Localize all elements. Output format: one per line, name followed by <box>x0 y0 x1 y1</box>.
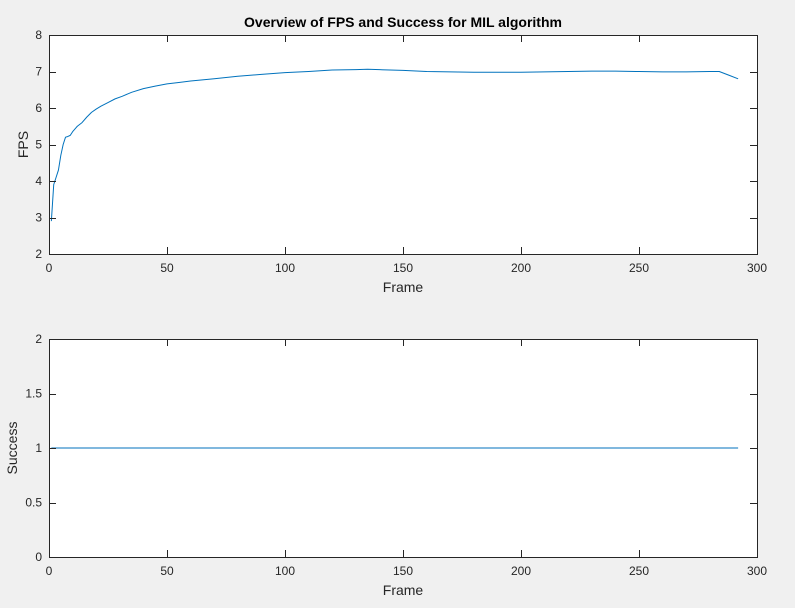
success-x-tick-label: 100 <box>275 564 295 578</box>
success-y-tick-label: 1 <box>35 441 42 455</box>
fps-y-tick-label: 5 <box>35 138 42 152</box>
fps-x-tick-label: 200 <box>511 261 531 275</box>
fps-y-tick-label: 8 <box>35 28 42 42</box>
fps-y-tick-label: 3 <box>35 211 42 225</box>
fps-series-line <box>50 68 739 222</box>
success-axes-box <box>49 339 758 558</box>
chart-title: Overview of FPS and Success for MIL algo… <box>244 14 562 30</box>
success-x-axis-label: Frame <box>383 582 424 598</box>
fps-axes: 0 50 100 150 200 250 300 2 3 4 5 6 7 8 Overview of FP… <box>15 14 767 295</box>
success-y-tick-label: 0.5 <box>25 496 42 510</box>
fps-y-tick-label: 2 <box>35 247 42 261</box>
success-y-axis-label: Success <box>4 422 20 475</box>
fps-x-tick-label: 300 <box>747 261 767 275</box>
success-y-tick-label: 0 <box>35 550 42 564</box>
success-x-tick-label: 150 <box>393 564 413 578</box>
fps-x-axis-label: Frame <box>383 279 424 295</box>
success-x-tick-label: 200 <box>511 564 531 578</box>
fps-ticks: 0 50 100 150 200 250 300 2 3 4 5 6 7 8 <box>35 28 767 275</box>
fps-x-tick-label: 100 <box>275 261 295 275</box>
fps-x-tick-label: 150 <box>393 261 413 275</box>
success-x-tick-label: 50 <box>160 564 174 578</box>
success-x-tick-label: 0 <box>46 564 53 578</box>
success-x-tick-label: 300 <box>747 564 767 578</box>
success-axes: 0 50 100 150 200 250 300 0 0.5 1 1.5 2 Frame Succes… <box>4 332 767 598</box>
success-x-tick-label: 250 <box>629 564 649 578</box>
fps-data-marks <box>50 68 739 222</box>
success-y-tick-label: 1.5 <box>25 387 42 401</box>
fps-y-tick-label: 6 <box>35 101 42 115</box>
fps-y-tick-label: 4 <box>35 174 42 188</box>
fps-x-tick-label: 250 <box>629 261 649 275</box>
fps-y-tick-label: 7 <box>35 65 42 79</box>
success-y-tick-label: 2 <box>35 332 42 346</box>
fps-x-tick-label: 50 <box>160 261 174 275</box>
fps-plot-area <box>49 35 757 254</box>
fps-axes-box <box>49 35 758 255</box>
fps-y-axis-label: FPS <box>15 131 31 158</box>
fps-x-tick-label: 0 <box>46 261 53 275</box>
